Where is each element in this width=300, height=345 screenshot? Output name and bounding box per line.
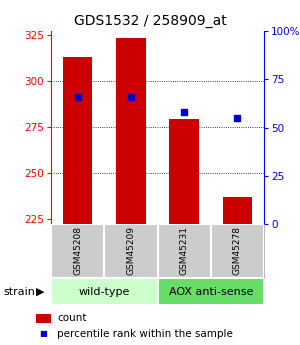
Text: ▶: ▶ [36, 287, 45, 296]
Bar [158, 224, 211, 278]
Text: GSM45231: GSM45231 [180, 226, 189, 276]
Bar [158, 278, 264, 305]
Bar [104, 224, 158, 278]
Text: GDS1532 / 258909_at: GDS1532 / 258909_at [74, 14, 226, 28]
Text: GSM45278: GSM45278 [233, 226, 242, 276]
Text: ■: ■ [40, 329, 47, 338]
Text: GSM45208: GSM45208 [73, 226, 82, 276]
Text: AOX anti-sense: AOX anti-sense [169, 287, 253, 296]
Bar [51, 278, 158, 305]
Text: percentile rank within the sample: percentile rank within the sample [57, 329, 233, 339]
Bar [211, 224, 264, 278]
Text: wild-type: wild-type [79, 287, 130, 296]
Text: strain: strain [3, 287, 35, 296]
Text: GSM45209: GSM45209 [126, 226, 135, 276]
Bar [51, 224, 104, 278]
Bar [116, 38, 146, 224]
Bar [169, 119, 199, 224]
Bar [223, 197, 252, 224]
Bar [63, 57, 92, 224]
Text: count: count [57, 313, 86, 323]
